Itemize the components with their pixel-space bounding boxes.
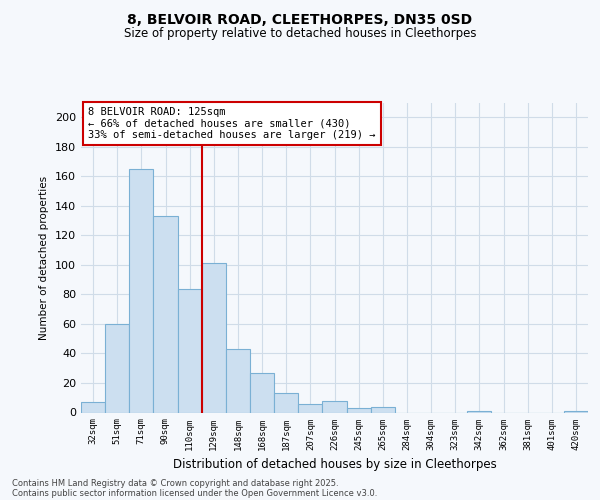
Bar [105,324,129,412]
Bar [564,411,588,412]
Text: Contains HM Land Registry data © Crown copyright and database right 2025.: Contains HM Land Registry data © Crown c… [12,478,338,488]
Bar [298,404,322,412]
Text: 8, BELVOIR ROAD, CLEETHORPES, DN35 0SD: 8, BELVOIR ROAD, CLEETHORPES, DN35 0SD [127,12,473,26]
Bar [322,400,347,412]
Bar [274,394,298,412]
X-axis label: Distribution of detached houses by size in Cleethorpes: Distribution of detached houses by size … [173,458,496,471]
Bar [250,372,274,412]
Bar [81,402,105,412]
Text: Size of property relative to detached houses in Cleethorpes: Size of property relative to detached ho… [124,28,476,40]
Bar [178,288,202,412]
Y-axis label: Number of detached properties: Number of detached properties [40,176,49,340]
Bar [347,408,371,412]
Bar [129,169,154,412]
Bar [202,264,226,412]
Text: 8 BELVOIR ROAD: 125sqm
← 66% of detached houses are smaller (430)
33% of semi-de: 8 BELVOIR ROAD: 125sqm ← 66% of detached… [88,107,376,140]
Text: Contains public sector information licensed under the Open Government Licence v3: Contains public sector information licen… [12,488,377,498]
Bar [154,216,178,412]
Bar [467,411,491,412]
Bar [226,349,250,412]
Bar [371,406,395,412]
